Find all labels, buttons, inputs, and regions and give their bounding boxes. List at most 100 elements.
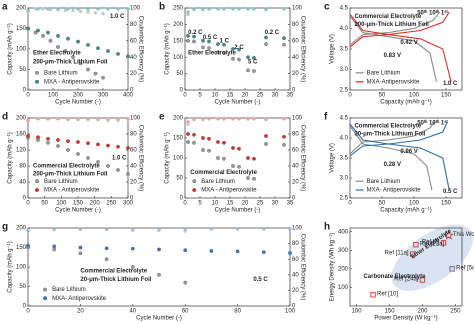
data-point (201, 136, 205, 140)
data-point (246, 55, 250, 60)
data-point (86, 7, 90, 11)
y2-tick-label: 0 (130, 196, 134, 202)
data-point (183, 248, 188, 253)
y-tick-label: 200 (16, 6, 27, 12)
x-tick-label: 60 (182, 309, 189, 315)
data-point (186, 34, 190, 38)
data-point (207, 117, 211, 121)
y-axis-label: Capacity (mAh g⁻¹) (165, 23, 171, 75)
y-tick-label: 150 (173, 38, 184, 44)
data-point (237, 7, 241, 11)
x-tick-label: 15 (227, 93, 234, 99)
x-tick-label: 50 (379, 201, 386, 207)
y2-axis-label: Coulombic Efficiency (%) (137, 125, 143, 192)
annotation: Ether Electrolyte (33, 51, 81, 57)
data-point (186, 38, 190, 43)
y2-tick-label: 60 (130, 38, 137, 44)
x-axis-label: Cycle Number (-) (215, 208, 261, 214)
data-point (56, 45, 60, 49)
data-point (252, 176, 256, 181)
data-point (52, 227, 56, 231)
y2-tick-label: 0 (130, 88, 134, 94)
annotation: Commercial Electrolyte (33, 164, 100, 170)
x-tick-label: 20 (77, 309, 84, 315)
data-point (216, 42, 220, 46)
series-line (349, 121, 450, 191)
y-tick-label: 150 (173, 136, 184, 142)
annotation: 0.5 C (253, 277, 268, 283)
annotation: Ether Electrolyte (188, 51, 236, 57)
legend-label: MXA-Antiperovskite (367, 79, 420, 85)
data-point (126, 7, 130, 11)
data-point (33, 30, 38, 35)
data-point (222, 7, 226, 11)
data-point (262, 227, 266, 231)
data-point (104, 246, 109, 251)
data-point (71, 8, 75, 13)
data-point (237, 57, 241, 62)
y2-tick-label: 100 (292, 6, 303, 12)
data-point (131, 227, 135, 231)
data-point (56, 117, 60, 121)
data-point (66, 117, 70, 121)
y2-tick-label: 60 (292, 257, 299, 263)
y-tick-label: 100 (173, 156, 184, 162)
y-tick-label: 50 (176, 71, 183, 77)
x-tick-label: 5 (198, 93, 202, 99)
legend-label: MXA - Antiperovskite (201, 188, 257, 194)
data-point (288, 227, 292, 231)
data-point (126, 172, 130, 176)
y-tick-label: 4.5 (340, 116, 349, 122)
y2-tick-label: 80 (130, 132, 137, 138)
y-tick-label: 200 (16, 226, 27, 232)
annotation: 200-μm-Thick Lithium Foil (33, 60, 108, 66)
annotation: Commercial Electrolyte (80, 268, 147, 274)
data-point (78, 61, 83, 66)
x-tick-label: 200 (73, 93, 84, 99)
x-tick-label: 0 (183, 93, 187, 99)
y-axis-label: Capacity (mAh g⁻¹) (8, 132, 14, 184)
data-point (76, 140, 80, 144)
annotation: 1.0 C (112, 156, 127, 162)
y-tick-label: 100 (173, 55, 184, 61)
plot-frame (349, 117, 463, 199)
x-tick-label: 0 (26, 201, 30, 207)
y-tick-label: 4.5 (340, 6, 349, 12)
data-point (86, 10, 90, 14)
annotation: 50ᵗʰ 10ᵗʰ 1ˢᵗ (417, 9, 448, 16)
data-point (96, 46, 100, 51)
x-tick-label: 0 (26, 309, 30, 315)
data-point (288, 251, 292, 255)
legend-label: Bare Lithium (52, 287, 86, 293)
y2-tick-label: 80 (292, 22, 299, 28)
data-point (116, 52, 120, 56)
data-point (116, 168, 120, 172)
annotation: 0.83 V (384, 53, 401, 59)
data-point (216, 140, 220, 144)
data-point (282, 42, 286, 47)
data-point (93, 11, 98, 15)
point-label: Ref [11a] (385, 251, 409, 257)
data-point (106, 164, 110, 168)
annotation: 1 C (220, 38, 230, 44)
data-point (192, 39, 196, 44)
data-point (231, 47, 235, 51)
data-point (116, 144, 120, 149)
data-point (86, 43, 90, 47)
y2-tick-label: 60 (292, 38, 299, 44)
y-tick-label: 80 (19, 164, 26, 170)
data-point (440, 240, 447, 246)
data-point (183, 227, 187, 231)
data-point (26, 8, 30, 13)
y2-tick-label: 60 (130, 148, 137, 154)
data-point (237, 47, 241, 52)
data-point (246, 176, 250, 180)
data-point (231, 146, 235, 150)
y2-tick-label: 20 (130, 71, 137, 77)
y-tick-label: 3.0 (340, 67, 349, 73)
data-point (52, 247, 57, 252)
x-tick-label: 300 (123, 201, 134, 207)
data-point (264, 142, 268, 146)
legend-swatch (35, 70, 39, 75)
data-point (26, 26, 30, 31)
